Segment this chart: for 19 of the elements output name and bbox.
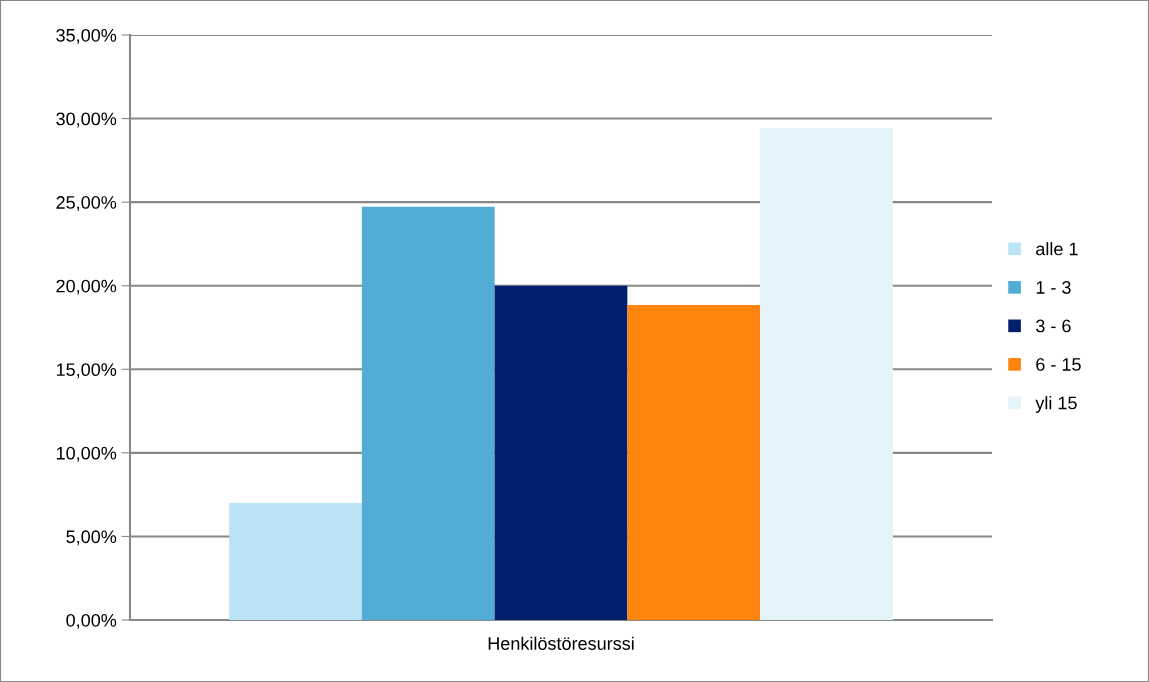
y-tick-label: 30,00% (56, 112, 117, 128)
legend-label: 6 - 15 (1036, 358, 1081, 371)
y-tick-label: 5,00% (66, 530, 117, 546)
bar (361, 206, 495, 620)
y-tick-label: 0,00% (66, 613, 117, 629)
x-tick-label: Henkilöstöresurssi (488, 636, 634, 650)
y-tick-label: 20,00% (56, 279, 117, 295)
legend-label: yli 15 (1035, 396, 1077, 413)
legend-label: alle 1 (1036, 242, 1078, 256)
y-tick-label: 10,00% (56, 446, 117, 462)
y-tick-label: 25,00% (56, 196, 117, 211)
bar (229, 503, 362, 620)
legend-label: 1 - 3 (1036, 281, 1071, 294)
bar (494, 285, 628, 620)
bar (627, 305, 761, 620)
y-tick-label: 15,00% (56, 363, 117, 379)
legend-label: 3 - 6 (1036, 319, 1071, 333)
bar (760, 128, 893, 620)
y-tick-label: 35,00% (56, 28, 117, 44)
